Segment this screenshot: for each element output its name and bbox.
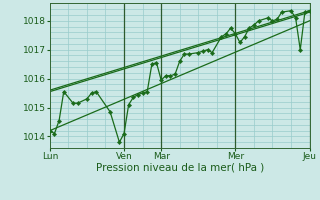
X-axis label: Pression niveau de la mer( hPa ): Pression niveau de la mer( hPa ) — [96, 163, 264, 173]
